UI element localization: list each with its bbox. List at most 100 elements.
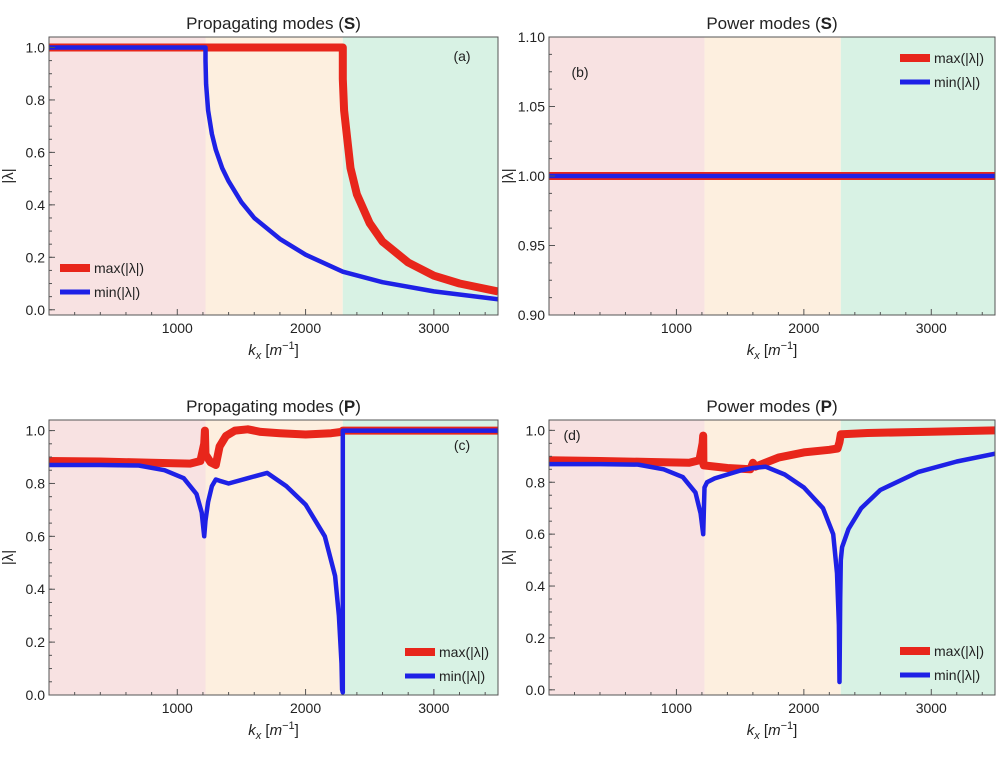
y-tick-label: 0.0 bbox=[526, 682, 546, 698]
max-series-line bbox=[49, 43, 498, 296]
x-label-bracket: [ bbox=[760, 342, 769, 359]
x-label-exp: −1 bbox=[781, 720, 794, 732]
y-tick-label: 1.0 bbox=[26, 423, 46, 439]
y-tick-label: 0.4 bbox=[526, 578, 546, 594]
title-bold: P bbox=[344, 397, 355, 416]
x-tick-label: 1000 bbox=[661, 320, 692, 336]
x-axis-label: kx [m−1] bbox=[248, 720, 299, 742]
y-axis-label: |λ| bbox=[500, 550, 517, 565]
chart-title: Power modes (P) bbox=[706, 397, 837, 416]
legend-label-max: max(|λ|) bbox=[94, 260, 144, 276]
x-label-bracket: [ bbox=[261, 722, 270, 739]
y-axis-label: |λ| bbox=[500, 168, 517, 183]
panel-label: (c) bbox=[454, 437, 470, 453]
title-text: Propagating modes bbox=[186, 14, 338, 33]
x-tick-label: 1000 bbox=[162, 700, 193, 716]
x-tick-label: 3000 bbox=[418, 320, 449, 336]
x-label-bracket: ] bbox=[793, 342, 797, 359]
x-label-var: k bbox=[248, 342, 257, 359]
y-tick-label: 0.0 bbox=[26, 687, 46, 703]
x-tick-label: 3000 bbox=[916, 700, 947, 716]
panel-a: 1000 2000 3000 0.0 0.2 0.4 0.6 0.8 1.0 Propagatin… bbox=[0, 14, 499, 362]
x-label-sub: x bbox=[753, 730, 760, 742]
legend-label-max: max(|λ|) bbox=[439, 644, 489, 660]
y-tick-label: 1.0 bbox=[526, 422, 546, 438]
panel-d: 1000 2000 3000 0.0 0.2 0.4 0.6 0.8 1.0 Power mode… bbox=[500, 397, 996, 742]
legend-label-max: max(|λ|) bbox=[934, 643, 984, 659]
y-tick-label: 0.2 bbox=[26, 634, 46, 650]
plot-frame bbox=[548, 419, 996, 696]
x-label-exp: −1 bbox=[781, 340, 794, 352]
y-tick-label: 0.4 bbox=[26, 197, 46, 213]
x-label-bracket: [ bbox=[261, 342, 270, 359]
x-tick-label: 3000 bbox=[418, 700, 449, 716]
x-axis-label: kx [m−1] bbox=[747, 720, 798, 742]
panel-b: 1000 2000 3000 0.90 0.95 1.00 1.05 1.10 Power mo… bbox=[500, 14, 996, 362]
x-tick-label: 1000 bbox=[162, 320, 193, 336]
plot-frame bbox=[48, 419, 499, 696]
legend: max(|λ|) min(|λ|) bbox=[405, 644, 489, 684]
y-tick-label: 1.10 bbox=[518, 29, 545, 45]
y-tick-label: 0.2 bbox=[26, 249, 46, 265]
x-label-exp: −1 bbox=[282, 340, 295, 352]
x-label-var: k bbox=[248, 722, 257, 739]
x-axis-label: kx [m−1] bbox=[248, 340, 299, 362]
y-tick-label: 0.6 bbox=[526, 526, 546, 542]
panel-label: (d) bbox=[563, 427, 580, 443]
legend: max(|λ|) min(|λ|) bbox=[900, 50, 984, 90]
title-text: Propagating modes bbox=[186, 397, 338, 416]
y-tick-label: 0.2 bbox=[526, 630, 546, 646]
x-label-var: k bbox=[747, 342, 756, 359]
x-label-var: k bbox=[747, 722, 756, 739]
title-paren: ( bbox=[338, 397, 344, 416]
legend-label-min: min(|λ|) bbox=[934, 74, 980, 90]
y-tick-label: 1.05 bbox=[518, 99, 545, 115]
x-label-unit: m bbox=[768, 722, 781, 739]
legend-label-max: max(|λ|) bbox=[934, 50, 984, 66]
y-tick-label: 1.00 bbox=[518, 168, 545, 184]
title-paren: ( bbox=[815, 397, 821, 416]
title-paren: ) bbox=[355, 14, 361, 33]
title-bold: P bbox=[821, 397, 832, 416]
y-tick-label: 0.6 bbox=[26, 528, 46, 544]
legend-label-min: min(|λ|) bbox=[94, 284, 140, 300]
chart-title: Propagating modes (P) bbox=[186, 397, 361, 416]
y-tick-label: 0.90 bbox=[518, 307, 545, 323]
plot-frame bbox=[48, 36, 499, 316]
legend: max(|λ|) min(|λ|) bbox=[900, 643, 984, 683]
legend: max(|λ|) min(|λ|) bbox=[60, 260, 144, 300]
x-label-unit: m bbox=[270, 722, 283, 739]
panel-c: 1000 2000 3000 0.0 0.2 0.4 0.6 0.8 1.0 Propagatin… bbox=[0, 397, 499, 742]
x-label-unit: m bbox=[768, 342, 781, 359]
title-paren: ) bbox=[355, 397, 361, 416]
panel-label: (a) bbox=[453, 48, 470, 64]
title-bold: S bbox=[821, 14, 832, 33]
x-label-unit: m bbox=[270, 342, 283, 359]
x-tick-label: 2000 bbox=[788, 700, 819, 716]
chart-title: Power modes (S) bbox=[706, 14, 837, 33]
y-tick-label: 0.6 bbox=[26, 144, 46, 160]
x-label-sub: x bbox=[255, 350, 262, 362]
x-tick-label: 2000 bbox=[290, 700, 321, 716]
min-series-line bbox=[49, 428, 498, 695]
y-tick-label: 0.8 bbox=[26, 92, 46, 108]
x-label-sub: x bbox=[753, 350, 760, 362]
x-label-bracket: ] bbox=[793, 722, 797, 739]
chart-title: Propagating modes (S) bbox=[186, 14, 361, 33]
title-paren: ( bbox=[338, 14, 344, 33]
title-paren: ( bbox=[815, 14, 821, 33]
region-2 bbox=[205, 420, 343, 695]
y-tick-label: 0.4 bbox=[26, 581, 46, 597]
title-paren: ) bbox=[832, 14, 838, 33]
x-axis-label: kx [m−1] bbox=[747, 340, 798, 362]
x-label-bracket: [ bbox=[760, 722, 769, 739]
legend-label-min: min(|λ|) bbox=[934, 667, 980, 683]
x-label-bracket: ] bbox=[295, 342, 299, 359]
x-tick-label: 3000 bbox=[916, 320, 947, 336]
min-series-line bbox=[549, 451, 995, 685]
x-tick-label: 1000 bbox=[661, 700, 692, 716]
x-tick-label: 2000 bbox=[788, 320, 819, 336]
title-paren: ) bbox=[832, 397, 838, 416]
max-series-line bbox=[549, 426, 995, 474]
